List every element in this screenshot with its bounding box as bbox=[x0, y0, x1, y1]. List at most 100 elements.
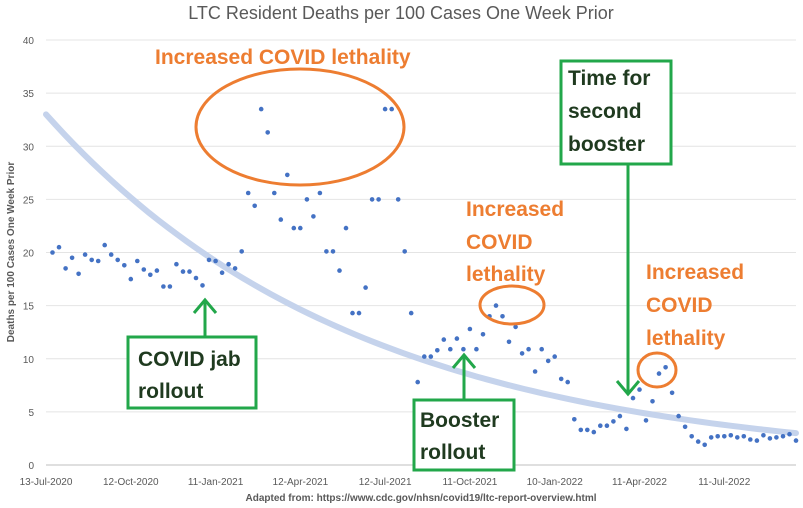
data-point bbox=[513, 324, 518, 330]
y-tick-label: 20 bbox=[23, 249, 35, 260]
data-point bbox=[761, 433, 766, 438]
data-point bbox=[780, 434, 786, 439]
green-annotation-2-line-1: Booster bbox=[420, 409, 499, 432]
data-point bbox=[337, 268, 342, 273]
orange-annotation-1: Increased COVID lethality bbox=[155, 46, 411, 69]
green-box-2 bbox=[412, 398, 516, 472]
x-axis: 13-Jul-2020 12-Oct-2020 11-Jan-2021 12-Apr-… bbox=[20, 477, 751, 488]
data-point bbox=[272, 190, 277, 196]
green-arrow-1 bbox=[192, 297, 218, 336]
data-point bbox=[167, 284, 173, 289]
data-point bbox=[689, 434, 694, 439]
data-point bbox=[122, 263, 127, 268]
data-point bbox=[500, 314, 505, 319]
orange-circle-1 bbox=[194, 67, 406, 187]
data-point bbox=[108, 252, 114, 257]
y-tick-label: 30 bbox=[23, 142, 35, 153]
data-point bbox=[382, 106, 388, 112]
data-point bbox=[787, 431, 792, 437]
chart-title: LTC Resident Deaths per 100 Cases One We… bbox=[188, 3, 614, 23]
data-point bbox=[135, 258, 140, 264]
y-tick-label: 5 bbox=[28, 408, 34, 419]
data-point bbox=[141, 267, 147, 272]
data-point bbox=[193, 275, 199, 281]
data-point bbox=[754, 438, 760, 443]
data-point bbox=[741, 434, 747, 439]
data-point bbox=[376, 197, 381, 202]
data-point bbox=[187, 269, 192, 274]
orange-annotation-3-line-2: COVID bbox=[646, 294, 713, 317]
x-tick-label: 11-Apr-2022 bbox=[612, 477, 667, 488]
data-point bbox=[604, 423, 610, 429]
x-tick-label: 12-Oct-2020 bbox=[103, 477, 159, 488]
data-point bbox=[565, 379, 570, 385]
data-point bbox=[428, 354, 434, 359]
data-point bbox=[676, 413, 681, 419]
data-point bbox=[454, 336, 460, 341]
data-point bbox=[552, 354, 557, 359]
y-axis-label: Deaths per 100 Cases One Week Prior bbox=[6, 162, 17, 343]
orange-annotation-3-line-3: lethality bbox=[646, 327, 726, 350]
data-point bbox=[774, 435, 779, 440]
data-point bbox=[715, 434, 720, 439]
data-point bbox=[213, 258, 218, 264]
data-point bbox=[56, 244, 62, 250]
data-point bbox=[102, 242, 107, 248]
green-box-3 bbox=[559, 59, 673, 166]
x-tick-label: 10-Jan-2022 bbox=[527, 477, 584, 488]
data-point bbox=[722, 434, 727, 439]
trendline bbox=[43, 111, 799, 437]
data-point bbox=[265, 130, 271, 135]
green-annotation-3-line-2: second bbox=[568, 100, 642, 123]
data-point bbox=[415, 379, 421, 385]
green-annotation-3-line-3: booster bbox=[568, 133, 645, 156]
x-tick-label: 11-Oct-2021 bbox=[442, 477, 497, 488]
data-point bbox=[115, 257, 120, 263]
data-point bbox=[793, 438, 799, 443]
data-point bbox=[369, 197, 375, 202]
data-point bbox=[252, 203, 257, 209]
data-point bbox=[76, 271, 81, 277]
data-point bbox=[239, 249, 244, 254]
y-tick-label: 35 bbox=[23, 89, 35, 100]
data-point bbox=[304, 197, 310, 202]
orange-annotation-2-line-2: COVID bbox=[466, 231, 533, 254]
data-point bbox=[200, 283, 205, 288]
data-point bbox=[598, 423, 603, 429]
data-point bbox=[395, 197, 401, 202]
data-point bbox=[206, 257, 212, 263]
data-point bbox=[748, 437, 753, 442]
x-tick-label: 12-Jul-2021 bbox=[359, 477, 412, 488]
y-tick-label: 10 bbox=[23, 355, 35, 366]
data-point bbox=[669, 390, 675, 396]
data-point bbox=[695, 439, 701, 444]
data-point bbox=[708, 435, 714, 440]
data-point bbox=[408, 310, 414, 316]
data-point bbox=[82, 252, 88, 257]
data-point bbox=[545, 358, 551, 364]
data-point bbox=[558, 376, 564, 382]
data-point bbox=[232, 266, 238, 271]
data-point bbox=[226, 261, 231, 267]
data-point bbox=[63, 266, 68, 271]
data-point bbox=[702, 442, 707, 448]
data-point bbox=[656, 371, 662, 376]
data-point bbox=[285, 172, 290, 178]
green-annotation-1-line-2: rollout bbox=[138, 380, 203, 403]
data-point bbox=[174, 261, 179, 267]
x-tick-label: 11-Jul-2022 bbox=[698, 477, 751, 488]
data-point bbox=[219, 270, 225, 276]
data-point bbox=[539, 346, 544, 352]
data-point bbox=[161, 284, 166, 289]
data-point bbox=[735, 435, 740, 440]
data-point bbox=[311, 214, 316, 219]
data-point bbox=[624, 426, 629, 432]
data-point bbox=[441, 337, 447, 342]
data-point bbox=[245, 190, 251, 196]
data-point bbox=[637, 387, 642, 392]
y-tick-label: 25 bbox=[23, 195, 35, 206]
orange-circle-3 bbox=[636, 351, 678, 389]
data-point bbox=[291, 225, 297, 231]
data-point bbox=[448, 346, 453, 352]
green-annotation-2-line-2: rollout bbox=[420, 441, 485, 464]
